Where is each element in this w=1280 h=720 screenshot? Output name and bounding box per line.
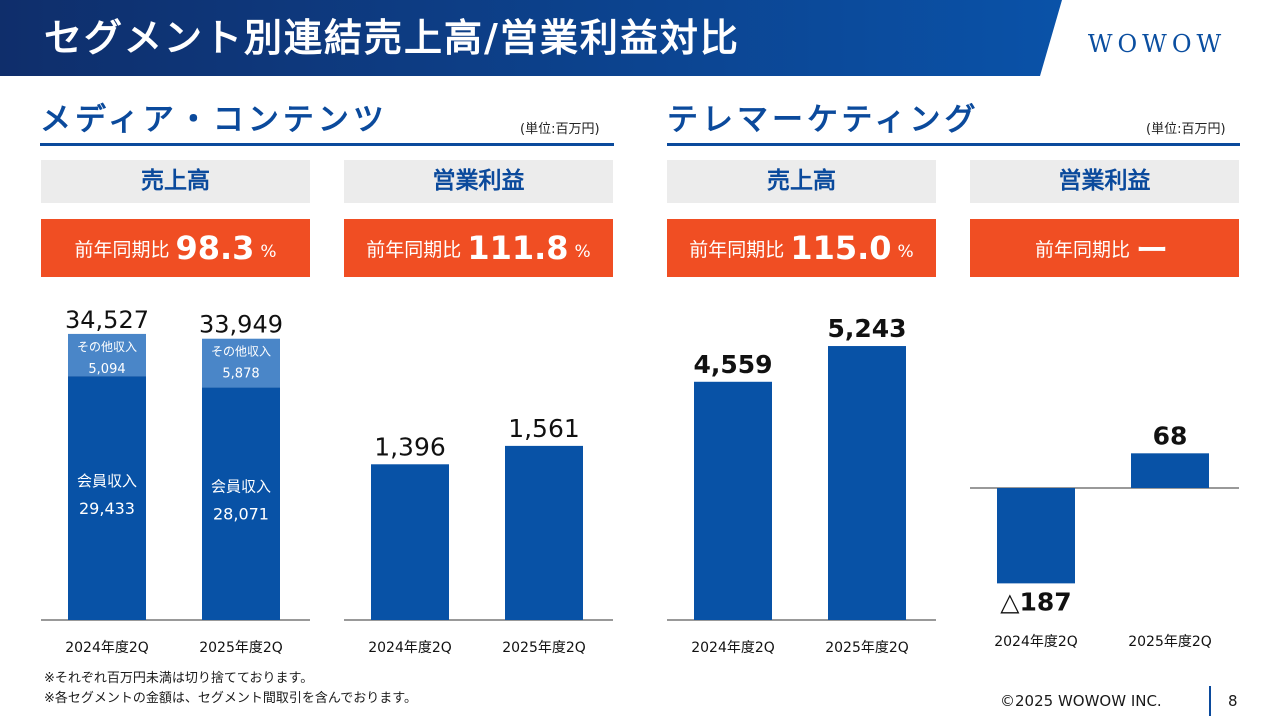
footnote-1: ※それぞれ百万円未満は切り捨てております。 [44, 671, 314, 686]
yoy-suffix: % [260, 242, 277, 262]
series-label-member: 会員収入 [77, 472, 137, 490]
value-label-other: 5,094 [88, 362, 125, 377]
header-band [0, 0, 1280, 76]
wowow-logo: WOWOW [1087, 30, 1227, 58]
yoy-box-media-profit: 前年同期比 111.8 % [344, 219, 613, 277]
category-label: 2025年度2Q [502, 640, 586, 656]
yoy-suffix: % [897, 242, 914, 262]
chart-svg-media-sales: その他収入 5,094 会員収入 29,433 34,527 2024年度2Q その他収入 5… [41, 306, 310, 656]
yoy-prefix: 前年同期比 [1034, 238, 1130, 261]
page-title: セグメント別連結売上高/営業利益対比 [44, 16, 740, 60]
category-label: 2025年度2Q [199, 640, 283, 656]
value-label: 5,243 [827, 314, 906, 343]
value-label: △187 [1000, 587, 1071, 616]
section-title-telemarketing: テレマーケティング [667, 102, 980, 138]
yoy-value: 111.8 [467, 229, 569, 267]
metric-label-tele-sales: 売上高 [667, 160, 936, 203]
bar [828, 346, 906, 620]
value-label: 4,559 [693, 350, 772, 379]
chart-svg-tele-profit: △187 2024年度2Q 68 2025年度2Q [970, 421, 1239, 650]
unit-label-telemarketing: (単位:百万円) [1146, 122, 1226, 137]
bar [997, 488, 1075, 584]
total-label: 34,527 [65, 306, 149, 334]
section-rule-telemarketing [667, 143, 1240, 146]
section-rule-media [40, 143, 614, 146]
bar [371, 464, 449, 620]
category-label: 2025年度2Q [1128, 634, 1212, 650]
yoy-suffix: % [574, 242, 591, 262]
yoy-box-media-sales: 前年同期比 98.3 % [41, 219, 310, 277]
yoy-prefix: 前年同期比 [689, 238, 785, 261]
footnote-2: ※各セグメントの金額は、セグメント間取引を含んでおります。 [44, 691, 417, 706]
chart-tele-profit: △187 2024年度2Q 68 2025年度2Q [970, 290, 1239, 666]
chart-media-profit: 1,396 2024年度2Q 1,561 2025年度2Q [344, 290, 613, 666]
chart-media-sales: その他収入 5,094 会員収入 29,433 34,527 2024年度2Q その他収入 5… [41, 290, 310, 666]
yoy-prefix: 前年同期比 [366, 238, 462, 261]
series-label-member: 会員収入 [211, 478, 271, 496]
category-label: 2024年度2Q [368, 640, 452, 656]
bar [1131, 453, 1209, 488]
metric-label-media-profit: 営業利益 [344, 160, 613, 203]
yoy-prefix: 前年同期比 [74, 238, 170, 261]
header-shape [0, 0, 1062, 76]
total-label: 33,949 [199, 311, 283, 339]
yoy-value: 98.3 [175, 229, 255, 267]
category-label: 2024年度2Q [994, 634, 1078, 650]
copyright: ©2025 WOWOW INC. [1000, 692, 1162, 710]
category-label: 2024年度2Q [65, 640, 149, 656]
chart-tele-sales: 4,559 2024年度2Q 5,243 2025年度2Q [667, 290, 936, 666]
section-title-media: メディア・コンテンツ [40, 102, 388, 138]
chart-svg-media-profit: 1,396 2024年度2Q 1,561 2025年度2Q [344, 414, 613, 656]
category-label: 2024年度2Q [691, 640, 775, 656]
bar [694, 381, 772, 620]
yoy-value: 115.0 [790, 229, 892, 267]
category-label: 2025年度2Q [825, 640, 909, 656]
value-label-member: 29,433 [79, 499, 135, 518]
value-label: 68 [1153, 421, 1188, 450]
unit-label-media: (単位:百万円) [520, 122, 600, 137]
bar-other-revenue [68, 333, 146, 377]
metric-label-tele-profit: 営業利益 [970, 160, 1239, 203]
page-number: 8 [1228, 692, 1238, 710]
value-label: 1,561 [508, 414, 580, 443]
chart-svg-tele-sales: 4,559 2024年度2Q 5,243 2025年度2Q [667, 314, 936, 656]
metric-label-media-sales: 売上高 [41, 160, 310, 203]
yoy-value: ー [1136, 231, 1169, 269]
value-label-other: 5,878 [222, 367, 259, 382]
yoy-box-tele-profit: 前年同期比 ー [970, 219, 1239, 277]
yoy-box-tele-sales: 前年同期比 115.0 % [667, 219, 936, 277]
series-label-other: その他収入 [211, 345, 271, 359]
bar-member-revenue [68, 376, 146, 620]
value-label-member: 28,071 [213, 505, 269, 524]
series-label-other: その他収入 [77, 340, 137, 354]
value-label: 1,396 [374, 432, 446, 461]
footer-divider [1209, 686, 1211, 716]
bar [505, 445, 583, 620]
bar-member-revenue [202, 387, 280, 620]
header-background [0, 0, 1062, 76]
bar-other-revenue [202, 338, 280, 388]
